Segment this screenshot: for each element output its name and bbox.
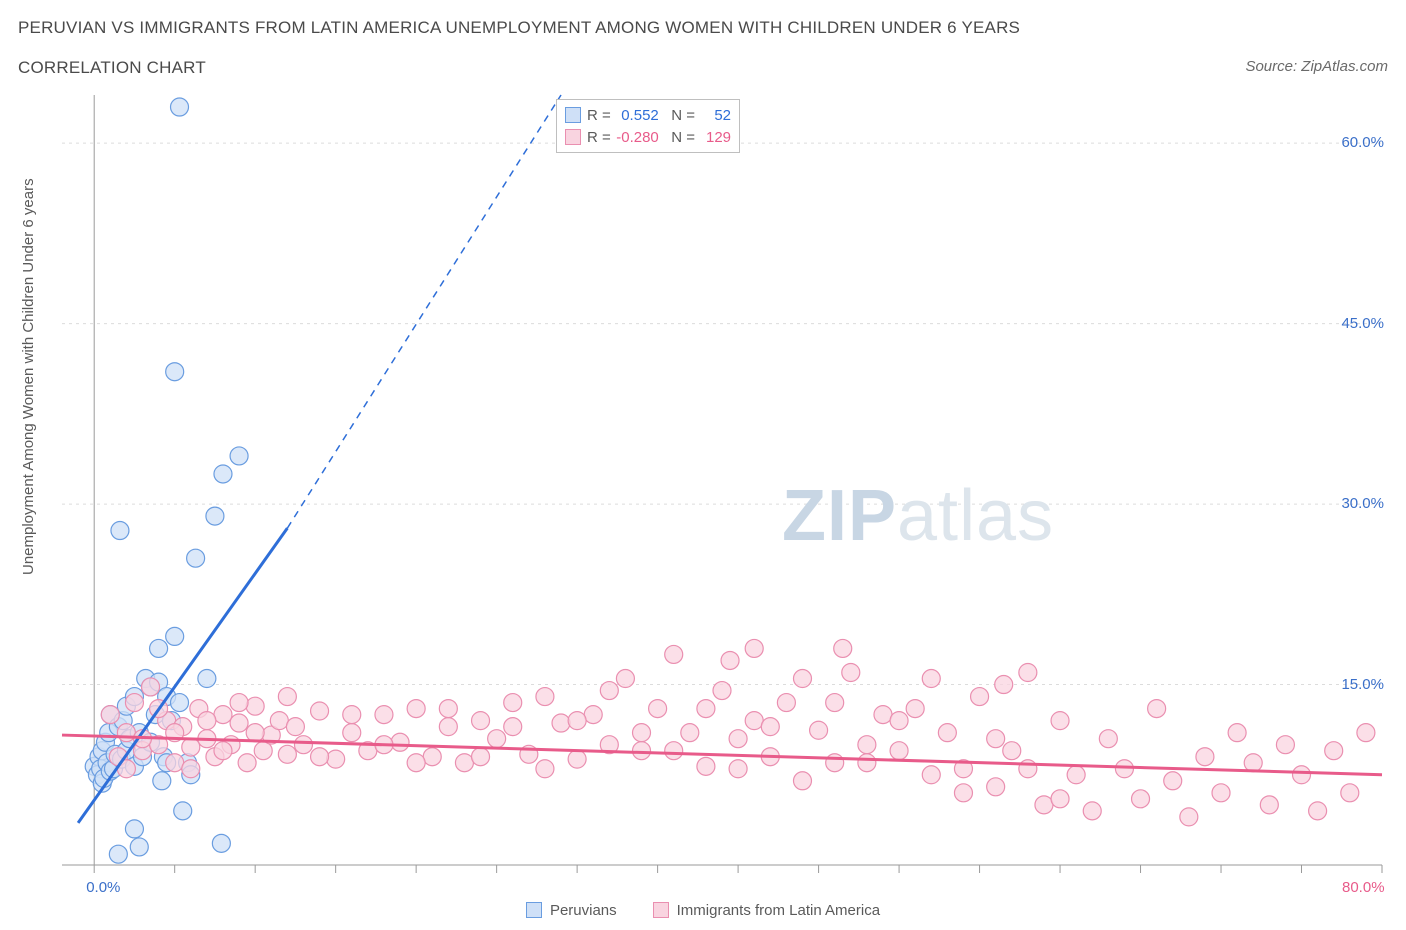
y-tick-label: 30.0% <box>1341 495 1384 512</box>
x-tick-label: 0.0% <box>86 879 120 896</box>
stats-row: R = -0.280 N = 129 <box>565 126 731 148</box>
page-title: PERUVIAN VS IMMIGRANTS FROM LATIN AMERIC… <box>18 18 1020 38</box>
y-tick-label: 15.0% <box>1341 676 1384 693</box>
stats-r-label: R = <box>587 107 611 124</box>
stats-r-label: R = <box>587 129 611 146</box>
y-tick-label: 60.0% <box>1341 134 1384 151</box>
stats-n-label: N = <box>659 107 695 124</box>
bottom-legend: Peruvians Immigrants from Latin America <box>0 902 1406 923</box>
stats-swatch <box>565 107 581 123</box>
legend-label: Peruvians <box>550 902 617 919</box>
x-tick-label: 80.0% <box>1342 879 1385 896</box>
legend-swatch <box>526 902 542 918</box>
stats-swatch <box>565 129 581 145</box>
stats-n-value: 52 <box>695 107 731 124</box>
stats-r-value: -0.280 <box>611 129 659 146</box>
stats-n-value: 129 <box>695 129 731 146</box>
plot-area: ZIPatlas R = 0.552 N = 52R = -0.280 N = … <box>62 95 1382 865</box>
stats-n-label: N = <box>659 129 695 146</box>
source-credit: Source: ZipAtlas.com <box>1245 58 1388 75</box>
stats-r-value: 0.552 <box>611 107 659 124</box>
legend-item: Peruvians <box>526 902 617 919</box>
legend-label: Immigrants from Latin America <box>677 902 880 919</box>
stats-row: R = 0.552 N = 52 <box>565 104 731 126</box>
y-axis-label: Unemployment Among Women with Children U… <box>20 178 37 575</box>
stats-box: R = 0.552 N = 52R = -0.280 N = 129 <box>556 99 740 153</box>
scatter-plot <box>62 95 1382 865</box>
chart-container: Unemployment Among Women with Children U… <box>0 95 1406 930</box>
legend-item: Immigrants from Latin America <box>653 902 880 919</box>
legend-swatch <box>653 902 669 918</box>
page-subtitle: CORRELATION CHART <box>18 58 206 78</box>
y-tick-label: 45.0% <box>1341 315 1384 332</box>
